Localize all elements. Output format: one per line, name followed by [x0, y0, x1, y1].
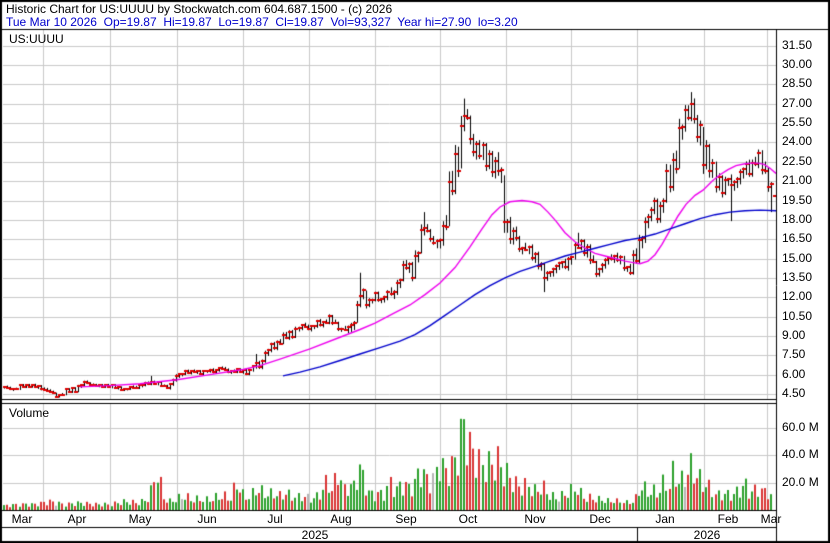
price-tick-label: 19.50	[782, 192, 813, 207]
year-label: 2025	[301, 528, 329, 542]
price-tick-label: 10.50	[782, 308, 813, 323]
quote-line: Tue Mar 10 2026 Op=19.87 Hi=19.87 Lo=19.…	[6, 15, 518, 29]
price-tick-label: 15.00	[782, 250, 813, 265]
price-tick-label: 16.50	[782, 231, 813, 246]
month-label: Oct	[458, 512, 478, 526]
price-tick-label: 7.50	[782, 347, 806, 362]
price-tick-label: 22.50	[782, 153, 813, 168]
price-tick-label: 18.00	[782, 211, 813, 226]
month-label: Jul	[267, 512, 283, 526]
price-tick-label: 25.50	[782, 115, 813, 130]
volume-tick-label: 20.0 M	[782, 474, 819, 489]
month-label: Aug	[330, 512, 352, 526]
price-tick-label: 24.00	[782, 134, 813, 149]
month-label: Sep	[395, 512, 417, 526]
month-label: Jan	[655, 512, 675, 526]
price-tick-label: 13.50	[782, 269, 813, 284]
volume-tick-label: 60.0 M	[782, 420, 819, 435]
volume-panel-label: Volume	[9, 406, 50, 420]
month-label: May	[128, 512, 152, 526]
month-label: Mar	[760, 512, 782, 526]
price-tick-label: 12.00	[782, 289, 813, 304]
year-label: 2026	[693, 528, 721, 542]
price-tick-label: 6.00	[782, 366, 806, 381]
symbol-label: US:UUUU	[9, 32, 64, 46]
price-tick-label: 31.50	[782, 37, 813, 52]
price-tick-label: 21.00	[782, 173, 813, 188]
price-tick-label: 27.00	[782, 95, 813, 110]
month-label: Mar	[11, 512, 33, 526]
price-tick-label: 4.50	[782, 386, 806, 400]
price-tick-label: 30.00	[782, 57, 813, 72]
price-tick-label: 28.50	[782, 76, 813, 91]
month-label: Nov	[524, 512, 546, 526]
chart-title: Historic Chart for US:UUUU by Stockwatch…	[6, 2, 393, 16]
month-label: Dec	[589, 512, 611, 526]
volume-tick-label: 40.0 M	[782, 447, 819, 462]
month-label: Apr	[67, 512, 87, 526]
price-tick-label: 9.00	[782, 327, 806, 342]
month-label: Feb	[717, 512, 739, 526]
month-label: Jun	[197, 512, 217, 526]
